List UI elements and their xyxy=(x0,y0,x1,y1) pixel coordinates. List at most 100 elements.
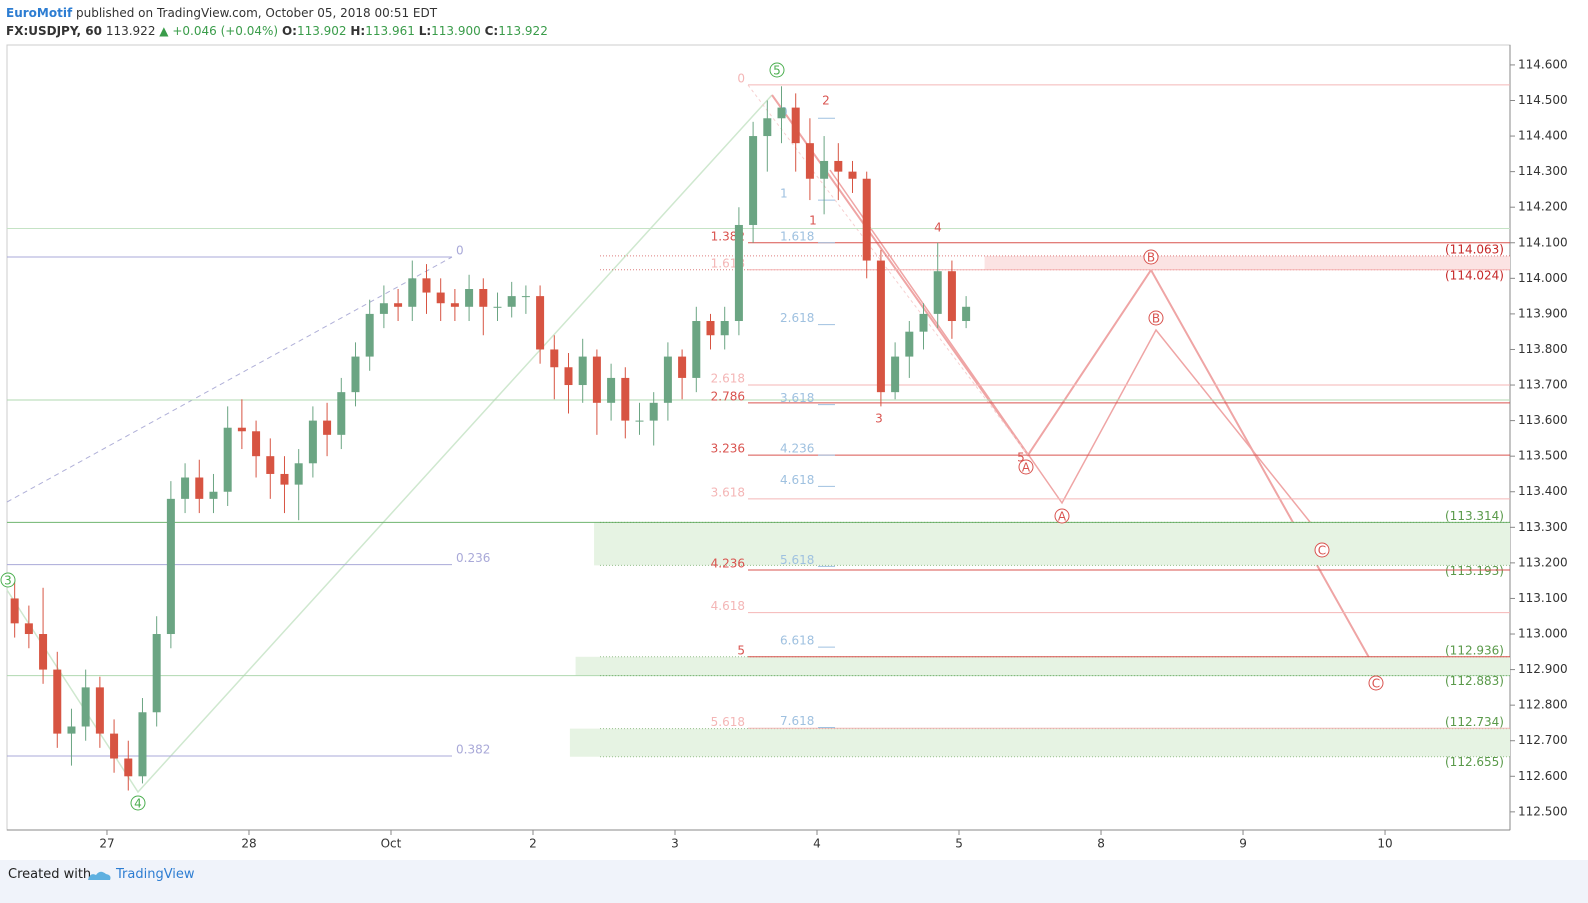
wave-label: 4 xyxy=(134,797,142,811)
arrow: ▲ xyxy=(159,24,169,38)
candle-body xyxy=(678,356,687,378)
last: 113.922 xyxy=(105,24,156,38)
candle-body xyxy=(422,278,431,293)
published: published on TradingView.com, October 05… xyxy=(76,6,438,20)
wave-label: C xyxy=(1372,677,1380,691)
fib-label: 7.618 xyxy=(780,714,814,728)
y-tick-label: 114.300 xyxy=(1518,164,1568,178)
y-tick-label: 112.500 xyxy=(1518,804,1568,818)
fib-label: 5.618 xyxy=(711,715,745,729)
l-label: L: xyxy=(418,24,432,38)
y-tick-label: 113.000 xyxy=(1518,627,1568,641)
candle-body xyxy=(621,377,630,421)
y-tick-label: 114.500 xyxy=(1518,93,1568,107)
candle-body xyxy=(706,321,715,336)
candle-body xyxy=(266,456,275,474)
y-tick-label: 113.300 xyxy=(1518,520,1568,534)
candle-body xyxy=(252,431,261,457)
fib-label: 2.618 xyxy=(711,372,745,386)
fib-label: 2.786 xyxy=(711,389,745,403)
candle-body xyxy=(749,136,758,225)
candle-body xyxy=(138,712,147,777)
wave-line xyxy=(829,169,1323,538)
candle-body xyxy=(947,271,956,322)
fib-label: 4.236 xyxy=(780,442,814,456)
candle-body xyxy=(635,420,644,422)
candle-body xyxy=(649,402,658,421)
y-tick-label: 113.800 xyxy=(1518,342,1568,356)
candle-body xyxy=(805,143,814,179)
y-tick-label: 112.900 xyxy=(1518,662,1568,676)
fib-label: 4.236 xyxy=(711,556,745,570)
candle-body xyxy=(237,427,246,432)
wave-label: A xyxy=(1022,461,1031,475)
chart: (114.063) (114.024) (113.314) (113.193) (112… xyxy=(0,44,1568,851)
brand[interactable]: TradingView xyxy=(116,867,195,882)
price-tag: (113.314) xyxy=(1445,509,1504,523)
candle-body xyxy=(763,118,772,137)
candle-body xyxy=(166,498,175,635)
candle-body xyxy=(876,260,885,393)
candle-body xyxy=(820,160,829,179)
change: +0.046 (+0.04%) xyxy=(172,24,279,38)
candle-body xyxy=(436,292,445,304)
y-tick-label: 114.200 xyxy=(1518,200,1568,214)
h: 113.961 xyxy=(365,24,415,38)
wave-circle xyxy=(130,795,146,811)
fib-label: 3.618 xyxy=(780,391,814,405)
wave-label: 4 xyxy=(934,221,942,235)
y-tick-label: 114.600 xyxy=(1518,57,1568,71)
y-tick-label: 113.100 xyxy=(1518,591,1568,605)
candle-body xyxy=(933,271,942,314)
candle-body xyxy=(294,463,303,485)
candle-body xyxy=(337,392,346,435)
y-tick-label: 113.900 xyxy=(1518,306,1568,320)
wave-label: 3 xyxy=(4,574,12,588)
wave-label: 1 xyxy=(809,214,817,228)
wave-circle xyxy=(0,572,16,588)
candle-body xyxy=(95,687,104,734)
candle-body xyxy=(450,303,459,307)
y-tick-label: 113.200 xyxy=(1518,555,1568,569)
candle-body xyxy=(493,306,502,308)
y-tick-label: 112.800 xyxy=(1518,698,1568,712)
fib-label: 3.236 xyxy=(711,442,745,456)
fib-label: 5.618 xyxy=(780,553,814,567)
fib-label: 0 xyxy=(737,71,745,85)
wave-line xyxy=(771,94,1377,671)
author[interactable]: EuroMotif xyxy=(6,6,73,20)
wave-circle xyxy=(1314,542,1330,558)
candle-body xyxy=(223,427,232,492)
l: 113.900 xyxy=(431,24,481,38)
candle-body xyxy=(692,321,701,378)
x-tick-label: 28 xyxy=(241,837,256,851)
candle-body xyxy=(195,477,204,499)
fib-label: 0 xyxy=(456,243,464,257)
x-tick-label: 4 xyxy=(813,837,821,851)
wave-circle xyxy=(1054,508,1070,524)
candle-body xyxy=(53,669,62,734)
symbol: FX:USDJPY, 60 xyxy=(6,24,102,38)
candle-body xyxy=(720,321,729,336)
h-label: H: xyxy=(350,24,366,38)
candle-body xyxy=(394,303,403,307)
price-tag: (112.883) xyxy=(1445,674,1504,688)
wave-circle xyxy=(1143,249,1159,265)
candle-body xyxy=(550,349,559,368)
y-tick-label: 113.400 xyxy=(1518,484,1568,498)
wave-line xyxy=(6,94,773,794)
wave-label: C xyxy=(1318,544,1326,558)
candle-body xyxy=(791,107,800,144)
candle-body xyxy=(124,758,133,777)
candle-body xyxy=(919,313,928,332)
candle-body xyxy=(663,356,672,403)
candle-body xyxy=(862,178,871,261)
candle-body xyxy=(607,377,616,403)
fib-label: 2.618 xyxy=(780,311,814,325)
candle-body xyxy=(521,296,530,298)
y-tick-label: 114.000 xyxy=(1518,271,1568,285)
y-tick-label: 114.400 xyxy=(1518,129,1568,143)
x-tick-label: 27 xyxy=(99,837,114,851)
header: EuroMotif published on TradingView.com, … xyxy=(6,4,548,40)
fib-label: 3.618 xyxy=(711,485,745,499)
